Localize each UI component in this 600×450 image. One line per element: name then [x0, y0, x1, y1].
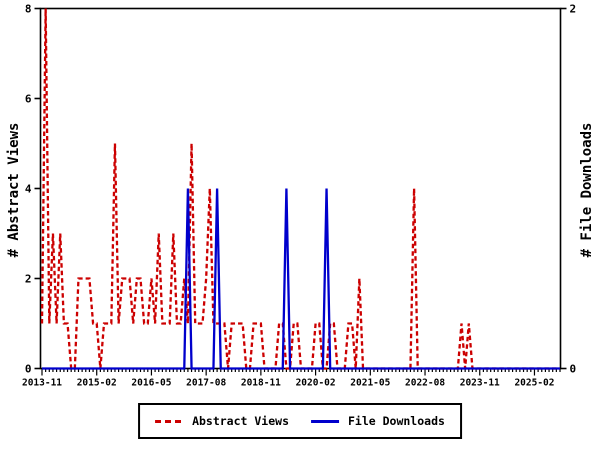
file-downloads-polyline — [42, 188, 560, 370]
legend-item-file-downloads: File Downloads — [311, 414, 445, 428]
left-tick-label: 8 — [25, 3, 32, 16]
legend-label-file-downloads: File Downloads — [348, 414, 445, 428]
x-tick-label: 2023-11 — [460, 378, 500, 389]
left-axis-title: # Abstract Views — [6, 122, 22, 258]
left-axis-ticks: 0 2 4 6 8 — [25, 3, 41, 376]
x-tick-label: 2020-02 — [296, 378, 336, 389]
x-tick-label: 2025-02 — [514, 378, 554, 389]
right-tick-label: 0 — [570, 363, 577, 376]
right-axis-title: # File Downloads — [579, 122, 595, 258]
file-downloads-line — [42, 188, 560, 370]
x-axis-ticks: 2013-11 2015-02 2016-05 2017-08 2018-11 2020-… — [22, 368, 561, 389]
abstract-views-line — [40, 8, 560, 370]
legend-item-abstract-views: Abstract Views — [155, 414, 289, 428]
x-tick-label: 2016-05 — [131, 378, 171, 389]
abstract-views-polyline — [40, 8, 560, 370]
x-tick-label: 2015-02 — [77, 378, 117, 389]
left-tick-label: 4 — [25, 183, 32, 196]
x-tick-label: 2013-11 — [22, 378, 62, 389]
x-tick-label: 2017-08 — [186, 378, 226, 389]
right-axis-ticks: 02 — [560, 3, 577, 376]
left-tick-label: 2 — [25, 273, 32, 286]
file-downloads-solid-line-sample — [311, 419, 339, 423]
legend-label-abstract-views: Abstract Views — [192, 414, 289, 428]
right-tick-label: 2 — [570, 3, 577, 16]
x-tick-label: 2022-08 — [405, 378, 445, 389]
x-tick-label: 2021-05 — [350, 378, 390, 389]
left-tick-label: 0 — [25, 363, 32, 376]
abstract-views-dashed-line-sample — [155, 419, 184, 423]
legend: Abstract Views File Downloads — [138, 403, 462, 439]
left-tick-label: 6 — [25, 93, 32, 106]
x-tick-label: 2018-11 — [241, 378, 281, 389]
